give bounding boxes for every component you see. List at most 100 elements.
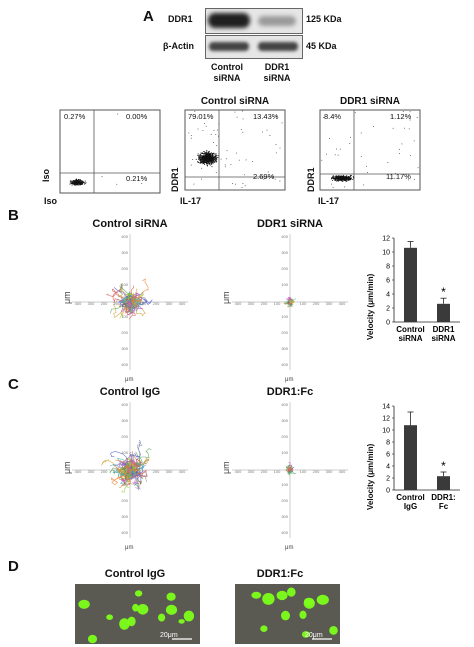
flow-dot <box>350 174 351 176</box>
flow-dot <box>208 162 210 164</box>
flow-dot <box>74 184 76 186</box>
flow-dot <box>201 159 202 161</box>
flow-dot <box>212 153 214 155</box>
flow-dot <box>204 151 205 153</box>
flow-dot <box>212 158 214 160</box>
cell-track <box>122 298 139 304</box>
flow-dot <box>340 178 342 180</box>
flow-dot <box>200 154 202 156</box>
flow-dot <box>81 181 83 183</box>
flow-dot <box>346 175 347 177</box>
panel-label-b: B <box>8 207 19 224</box>
flow-dot <box>207 159 209 161</box>
flow-dot <box>269 135 271 136</box>
flow-dot <box>79 179 81 181</box>
flow-dot <box>350 177 352 179</box>
flow-dot <box>202 162 204 164</box>
c-right-x-unit: μm <box>285 545 294 551</box>
c-control-tracks: 4004003003002002001001001001002002003003… <box>72 402 188 538</box>
flow-dot <box>72 182 74 184</box>
flow-dot <box>276 116 277 117</box>
cell-track <box>126 467 139 477</box>
flow-dot <box>211 162 213 164</box>
flow-dot <box>79 181 81 183</box>
flow-dot <box>85 182 86 184</box>
fluorescent-cell <box>301 631 310 638</box>
flow-dot <box>209 154 211 156</box>
flow-dot <box>409 119 411 121</box>
flow-dot <box>75 182 77 184</box>
fluorescent-cell <box>329 626 338 635</box>
flow-dot <box>203 161 204 163</box>
flow-dot <box>212 160 214 161</box>
flow-dot <box>352 176 354 178</box>
x-tick-label: 200 <box>261 301 268 306</box>
fluorescent-cell <box>303 598 315 609</box>
d-ddr1fc-micrograph <box>235 584 340 644</box>
flow-dot <box>340 177 341 179</box>
flow-dot <box>244 185 246 187</box>
flow-dot <box>279 180 281 182</box>
flow-dot <box>346 180 347 182</box>
flow-dot <box>202 157 204 159</box>
blot-protein-actin: β-Actin <box>163 41 194 51</box>
flow-dot <box>213 161 215 163</box>
flow-dot <box>207 161 209 163</box>
x-tick-label: 200 <box>261 469 268 474</box>
fluorescent-cell <box>158 613 166 622</box>
flow-dot <box>207 153 209 154</box>
flow-dot <box>83 181 85 183</box>
x-tick-label: 400 <box>235 469 242 474</box>
flow-dot <box>77 181 78 183</box>
flow-dot <box>339 178 341 180</box>
x-tick-label: 400 <box>75 301 82 306</box>
flow-dot <box>211 160 213 162</box>
flow-dot <box>199 155 201 157</box>
flow-dot <box>85 182 87 184</box>
cell-track <box>117 466 131 480</box>
x-tick-label: 100 <box>300 469 307 474</box>
flow-dot <box>214 160 216 162</box>
flow-dot <box>77 182 79 184</box>
flow-dot <box>216 159 218 160</box>
flow-dot <box>204 162 205 164</box>
flow-dot <box>202 158 204 160</box>
flow-dot <box>331 183 332 185</box>
flow-dot <box>211 157 213 159</box>
flow-dot <box>80 181 82 183</box>
flow-dot <box>204 123 205 124</box>
flow-dot <box>208 157 210 158</box>
flow-dot <box>202 156 204 158</box>
flow-dot <box>201 178 202 180</box>
flow-dot <box>203 162 205 164</box>
flow-dot <box>244 174 245 176</box>
flow-dot <box>206 163 208 164</box>
flow-dot <box>331 177 333 179</box>
y-tick-label: 400 <box>281 530 288 535</box>
flow-dot <box>331 180 333 181</box>
flow1-q-ul: 0.27% <box>64 112 86 121</box>
flow-dot <box>334 179 336 180</box>
flow-dot <box>211 156 213 158</box>
b-ylabel: Velocity (μm/min) <box>366 273 375 340</box>
flow-dot <box>333 177 335 179</box>
flow-dot <box>367 172 368 173</box>
flow-dot <box>334 178 335 180</box>
flow-dot <box>337 180 338 182</box>
flow-dot <box>332 176 334 178</box>
flow-dot <box>238 159 240 161</box>
flow-dot <box>205 157 207 159</box>
flow-dot <box>198 157 200 159</box>
y-tick-label: 12 <box>382 236 390 243</box>
y-tick-label: 300 <box>121 346 128 351</box>
flow-dot <box>266 129 268 131</box>
flow-dot <box>73 182 75 183</box>
cell-track <box>287 296 292 303</box>
x-tick-label: 200 <box>313 301 320 306</box>
cell-track <box>128 302 137 312</box>
flow-dot <box>402 111 404 112</box>
flow-dot <box>215 172 217 173</box>
flow-dot <box>360 132 362 134</box>
flow-dot <box>82 181 84 183</box>
flow-dot <box>214 155 216 157</box>
